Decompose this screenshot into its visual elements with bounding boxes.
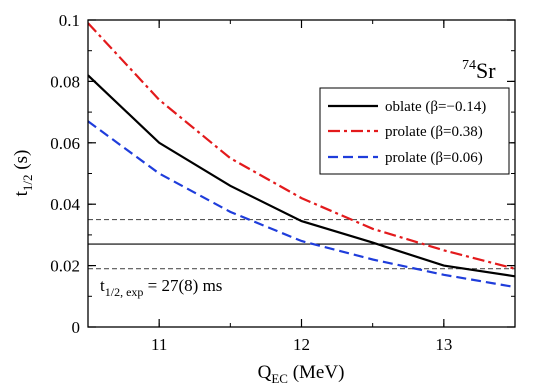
legend: oblate (β=−0.14) prolate (β=0.38) prolate …	[319, 87, 510, 175]
experimental-half-life-label: t1/2, exp = 27(8) ms	[100, 276, 222, 299]
y-tick-label: 0.04	[50, 195, 80, 214]
y-axis-title: t1/2 (s)	[11, 150, 35, 197]
series-lines	[88, 22, 515, 289]
series-line-2	[88, 120, 515, 289]
series-line-0	[88, 74, 515, 278]
y-tick-label: 0	[72, 318, 81, 337]
legend-label-0: oblate (β=−0.14)	[385, 99, 486, 115]
legend-label-1: prolate (β=0.38)	[385, 124, 483, 140]
y-tick-label: 0.02	[50, 257, 80, 276]
x-tick-label: 12	[293, 335, 310, 354]
series-line-1	[88, 22, 515, 270]
nucleus-label: 74Sr	[462, 58, 496, 83]
y-tick-label: 0.06	[50, 134, 80, 153]
x-axis-title: QEC (MeV)	[258, 362, 345, 384]
y-tick-label: 0.08	[50, 72, 80, 91]
axis-ticks	[87, 19, 516, 328]
y-tick-label: 0.1	[59, 11, 80, 30]
reference-lines	[88, 219, 515, 270]
x-tick-label: 13	[435, 335, 452, 354]
x-tick-label: 11	[151, 335, 167, 354]
legend-label-2: prolate (β=0.06)	[385, 150, 483, 166]
tick-labels: 11 12 13 0 0.02 0.04 0.06 0.08 0.1	[50, 11, 452, 354]
